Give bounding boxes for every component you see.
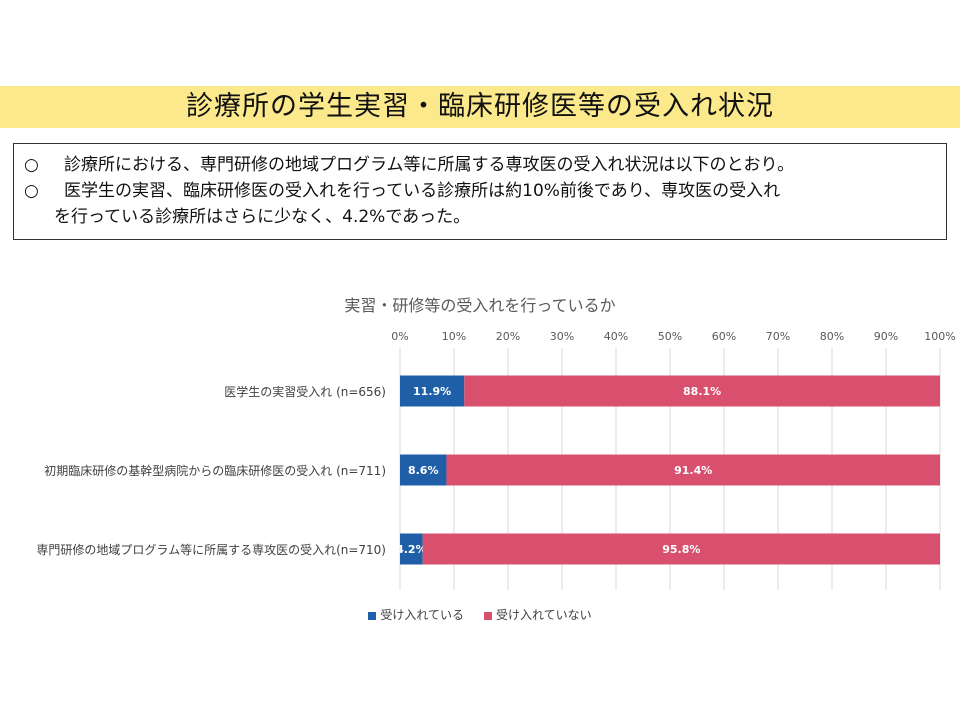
x-tick-label: 80% — [819, 330, 845, 343]
bar-not-accepting — [422, 533, 940, 565]
bar-not-accepting — [446, 454, 940, 486]
x-tick-label: 90% — [873, 330, 899, 343]
bar-data-label: 4.2% — [396, 543, 427, 556]
legend-swatch — [484, 611, 492, 620]
legend-item: 受け入れていない — [484, 606, 592, 623]
legend-label: 受け入れていない — [496, 608, 592, 622]
bar-data-label: 11.9% — [413, 385, 451, 398]
chart-title: 実習・研修等の受入れを行っているか — [344, 296, 616, 315]
legend-swatch — [368, 611, 377, 620]
summary-line-1: 診療所における、専門研修の地域プログラム等に所属する専攻医の受入れ状況は以下のと… — [64, 155, 795, 175]
x-tick-label: 10% — [441, 330, 467, 343]
summary-bullet-1: ○ 診療所における、専門研修の地域プログラム等に所属する専攻医の受入れ状況は以下の… — [24, 152, 794, 178]
bar-accepting — [400, 375, 465, 407]
chart-legend: 受け入れている 受け入れていない — [0, 606, 960, 623]
x-tick-label: 60% — [711, 330, 737, 343]
bar-data-label: 88.1% — [683, 385, 721, 398]
bar-data-label: 95.8% — [662, 543, 700, 556]
bullet-mark: ○ — [24, 181, 39, 201]
bar-data-label: 91.4% — [674, 464, 712, 477]
legend-label: 受け入れている — [380, 608, 464, 622]
x-tick-label: 40% — [603, 330, 629, 343]
bar-accepting — [400, 454, 447, 486]
bar-not-accepting — [464, 375, 940, 407]
bar-accepting — [400, 533, 423, 565]
summary-line-3: を行っている診療所はさらに少なく、4.2%であった。 — [54, 207, 471, 227]
x-tick-label: 0% — [391, 330, 409, 343]
category-label: 初期臨床研修の基幹型病院からの臨床研修医の受入れ (n=711) — [44, 464, 386, 478]
legend-item: 受け入れている — [368, 606, 464, 623]
x-tick-label: 100% — [924, 330, 956, 343]
bar-data-label: 8.6% — [408, 464, 439, 477]
x-tick-label: 50% — [657, 330, 683, 343]
summary-box: ○ 診療所における、専門研修の地域プログラム等に所属する専攻医の受入れ状況は以下の… — [13, 143, 947, 240]
x-tick-label: 70% — [765, 330, 791, 343]
summary-bullet-2: ○ 医学生の実習、臨床研修医の受入れを行っている診療所は約10%前後であり、専攻医… — [24, 178, 780, 204]
bullet-mark: ○ — [24, 155, 39, 175]
category-label: 専門研修の地域プログラム等に所属する専攻医の受入れ(n=710) — [36, 543, 386, 557]
summary-line-2: 医学生の実習、臨床研修医の受入れを行っている診療所は約10%前後であり、専攻医の… — [64, 181, 781, 201]
page-title: 診療所の学生実習・臨床研修医等の受入れ状況 — [186, 91, 774, 122]
x-tick-label: 20% — [495, 330, 521, 343]
x-tick-label: 30% — [549, 330, 575, 343]
title-band — [0, 86, 960, 128]
category-label: 医学生の実習受入れ (n=656) — [224, 385, 386, 399]
